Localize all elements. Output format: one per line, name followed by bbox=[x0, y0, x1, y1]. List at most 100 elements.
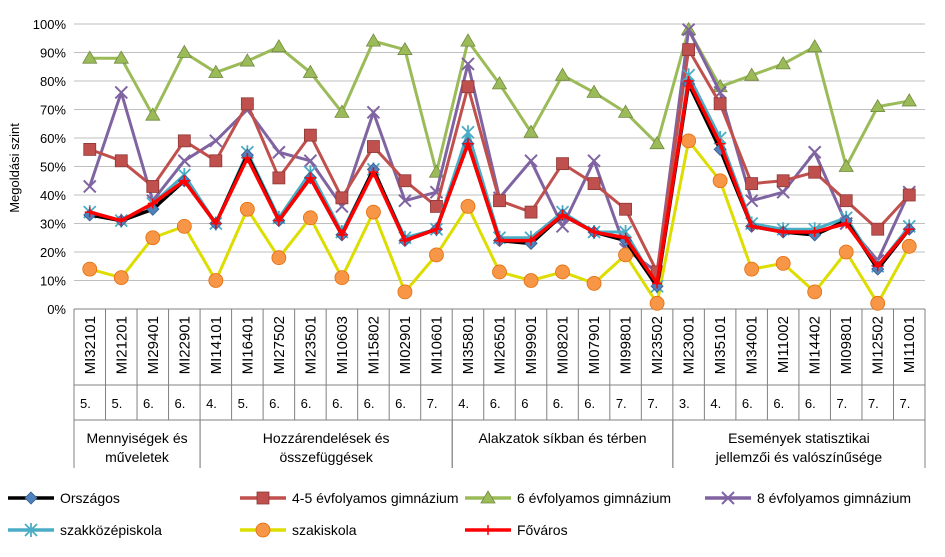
data-point bbox=[24, 523, 38, 537]
grade-label: 6. bbox=[143, 396, 154, 411]
data-point bbox=[179, 175, 190, 186]
data-point bbox=[336, 229, 347, 240]
grade-label: 6. bbox=[301, 396, 312, 411]
legend-item: 8 évfolyamos gimnázium bbox=[705, 490, 911, 506]
data-point bbox=[176, 218, 192, 234]
data-point bbox=[399, 235, 410, 246]
data-point bbox=[745, 177, 759, 191]
data-point bbox=[491, 76, 508, 90]
data-point bbox=[721, 491, 735, 505]
data-point bbox=[775, 255, 791, 271]
data-point bbox=[480, 490, 496, 504]
legend-item: szakközépiskola bbox=[8, 522, 162, 538]
grade-label: 6. bbox=[773, 396, 784, 411]
data-point bbox=[587, 154, 601, 168]
data-point bbox=[365, 33, 382, 47]
data-point bbox=[113, 50, 129, 64]
data-point bbox=[715, 138, 726, 149]
data-point bbox=[366, 105, 381, 120]
data-point bbox=[838, 158, 854, 172]
data-point bbox=[239, 201, 255, 217]
legend-item: 6 évfolyamos gimnázium bbox=[465, 490, 671, 506]
data-point bbox=[776, 185, 790, 199]
grade-label: 6. bbox=[395, 396, 406, 411]
data-point bbox=[83, 179, 97, 194]
data-point bbox=[743, 67, 760, 81]
x-tick-label: MI09801 bbox=[838, 316, 855, 374]
data-point bbox=[744, 193, 759, 208]
data-point bbox=[145, 107, 161, 121]
data-point bbox=[586, 84, 602, 98]
data-point bbox=[555, 219, 570, 234]
category-group-label: Alakzatok síkban és térben bbox=[478, 430, 646, 446]
data-point bbox=[430, 199, 443, 213]
series-6 bbox=[84, 76, 915, 289]
x-tick-label: MI07901 bbox=[586, 316, 603, 374]
data-point bbox=[807, 145, 822, 159]
y-tick-label: 40% bbox=[40, 188, 66, 203]
data-point bbox=[807, 284, 823, 300]
data-point bbox=[83, 142, 97, 156]
data-point bbox=[712, 173, 728, 189]
legend-item: Főváros bbox=[465, 522, 568, 538]
grade-label: 6. bbox=[742, 396, 753, 411]
data-point bbox=[116, 215, 127, 226]
data-point bbox=[240, 97, 254, 111]
data-point bbox=[460, 198, 476, 214]
data-point bbox=[177, 154, 192, 168]
data-point bbox=[652, 278, 663, 289]
data-point bbox=[871, 222, 885, 236]
legend-label: Főváros bbox=[517, 522, 568, 538]
category-group-label: Mennyiségek és műveletek bbox=[86, 430, 187, 465]
data-point bbox=[334, 104, 350, 118]
legend: Országos 4-5 évfolyamos gimnázium 6 évfoly… bbox=[8, 490, 911, 538]
data-point bbox=[483, 525, 493, 535]
data-point bbox=[872, 261, 883, 272]
data-point bbox=[255, 522, 271, 538]
data-point bbox=[335, 191, 349, 205]
data-point bbox=[303, 128, 317, 142]
grade-label: 5. bbox=[80, 396, 91, 411]
y-tick-label: 100% bbox=[33, 17, 67, 32]
grade-label: 6. bbox=[175, 396, 186, 411]
series-5 bbox=[82, 133, 917, 311]
data-point bbox=[271, 39, 287, 53]
data-point bbox=[147, 198, 158, 209]
grade-label: 6. bbox=[584, 396, 595, 411]
data-point bbox=[493, 194, 506, 208]
data-point bbox=[114, 154, 128, 168]
grade-label: 6. bbox=[490, 396, 501, 411]
data-point bbox=[618, 247, 633, 263]
legend-label: Országos bbox=[60, 490, 120, 506]
y-tick-label: 80% bbox=[40, 74, 66, 89]
data-point bbox=[334, 270, 350, 286]
data-point bbox=[145, 230, 161, 246]
data-point bbox=[84, 207, 95, 218]
data-point bbox=[82, 50, 98, 64]
data-point bbox=[587, 177, 601, 191]
y-tick-label: 60% bbox=[40, 131, 66, 146]
data-point bbox=[302, 64, 319, 78]
data-point bbox=[617, 104, 634, 118]
data-point bbox=[778, 227, 789, 238]
x-tick-label: MI16401 bbox=[239, 316, 256, 374]
x-tick-label: MI22901 bbox=[176, 316, 193, 374]
grade-label: 7. bbox=[899, 396, 910, 411]
data-point bbox=[461, 125, 475, 140]
grade-label: 6. bbox=[553, 396, 564, 411]
data-point bbox=[303, 154, 318, 168]
data-point bbox=[461, 57, 475, 71]
data-point bbox=[429, 247, 444, 263]
x-tick-label: MI14101 bbox=[208, 316, 225, 374]
data-point bbox=[272, 171, 286, 185]
grade-label: 7. bbox=[427, 396, 438, 411]
grade-label: 6. bbox=[805, 396, 816, 411]
data-point bbox=[305, 172, 316, 183]
y-tick-label: 30% bbox=[40, 217, 66, 232]
data-point bbox=[681, 22, 696, 37]
data-point bbox=[82, 261, 98, 277]
data-point bbox=[146, 180, 160, 193]
x-tick-label: MI10601 bbox=[428, 316, 445, 374]
data-point bbox=[870, 98, 886, 113]
